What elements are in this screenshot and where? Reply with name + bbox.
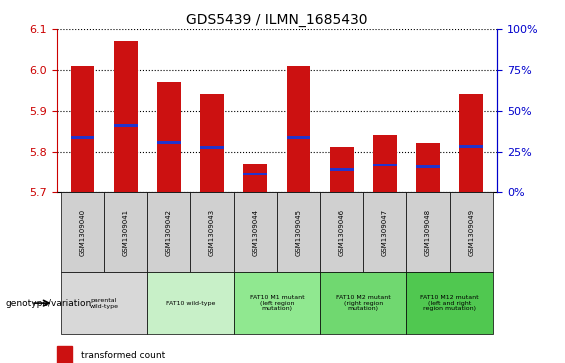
Bar — [406, 192, 450, 272]
Text: GSM1309045: GSM1309045 — [295, 209, 302, 256]
Bar — [244, 164, 267, 192]
Bar — [61, 272, 147, 334]
Title: GDS5439 / ILMN_1685430: GDS5439 / ILMN_1685430 — [186, 13, 368, 26]
Bar — [244, 172, 267, 175]
Text: transformed count: transformed count — [81, 351, 165, 359]
Text: GSM1309041: GSM1309041 — [123, 209, 129, 256]
Bar — [373, 135, 397, 192]
Bar — [147, 272, 234, 334]
Text: GSM1309040: GSM1309040 — [80, 209, 85, 256]
Text: FAT10 wild-type: FAT10 wild-type — [166, 301, 215, 306]
Bar — [330, 147, 354, 192]
Bar — [104, 192, 147, 272]
Bar — [56, 346, 72, 363]
Bar — [459, 145, 483, 148]
Text: GSM1309049: GSM1309049 — [468, 209, 474, 256]
Text: genotype/variation: genotype/variation — [6, 299, 92, 307]
Bar — [71, 136, 94, 139]
Bar — [234, 192, 277, 272]
Bar — [406, 272, 493, 334]
Bar — [114, 41, 137, 192]
Text: FAT10 M2 mutant
(right region
mutation): FAT10 M2 mutant (right region mutation) — [336, 295, 390, 311]
Text: GSM1309047: GSM1309047 — [382, 209, 388, 256]
Text: GSM1309046: GSM1309046 — [338, 209, 345, 256]
Bar — [147, 192, 190, 272]
Bar — [320, 192, 363, 272]
Text: FAT10 M12 mutant
(left and right
region mutation): FAT10 M12 mutant (left and right region … — [420, 295, 479, 311]
Bar — [200, 94, 224, 192]
Bar — [416, 165, 440, 168]
Bar — [277, 192, 320, 272]
Bar — [190, 192, 234, 272]
Bar — [373, 164, 397, 167]
Text: GSM1309042: GSM1309042 — [166, 209, 172, 256]
Bar — [114, 125, 137, 127]
Bar — [71, 66, 94, 192]
Text: FAT10 M1 mutant
(left region
mutation): FAT10 M1 mutant (left region mutation) — [250, 295, 304, 311]
Bar — [286, 136, 310, 139]
Bar — [459, 94, 483, 192]
Bar — [61, 192, 104, 272]
Bar — [450, 192, 493, 272]
Bar — [200, 146, 224, 149]
Bar — [286, 66, 310, 192]
Bar — [234, 272, 320, 334]
Text: GSM1309043: GSM1309043 — [209, 209, 215, 256]
Bar — [157, 82, 181, 192]
Text: parental
wild-type: parental wild-type — [89, 298, 119, 309]
Bar — [416, 143, 440, 192]
Text: GSM1309048: GSM1309048 — [425, 209, 431, 256]
Bar — [363, 192, 406, 272]
Bar — [320, 272, 406, 334]
Bar — [157, 141, 181, 144]
Text: GSM1309044: GSM1309044 — [252, 209, 258, 256]
Bar — [330, 168, 354, 171]
